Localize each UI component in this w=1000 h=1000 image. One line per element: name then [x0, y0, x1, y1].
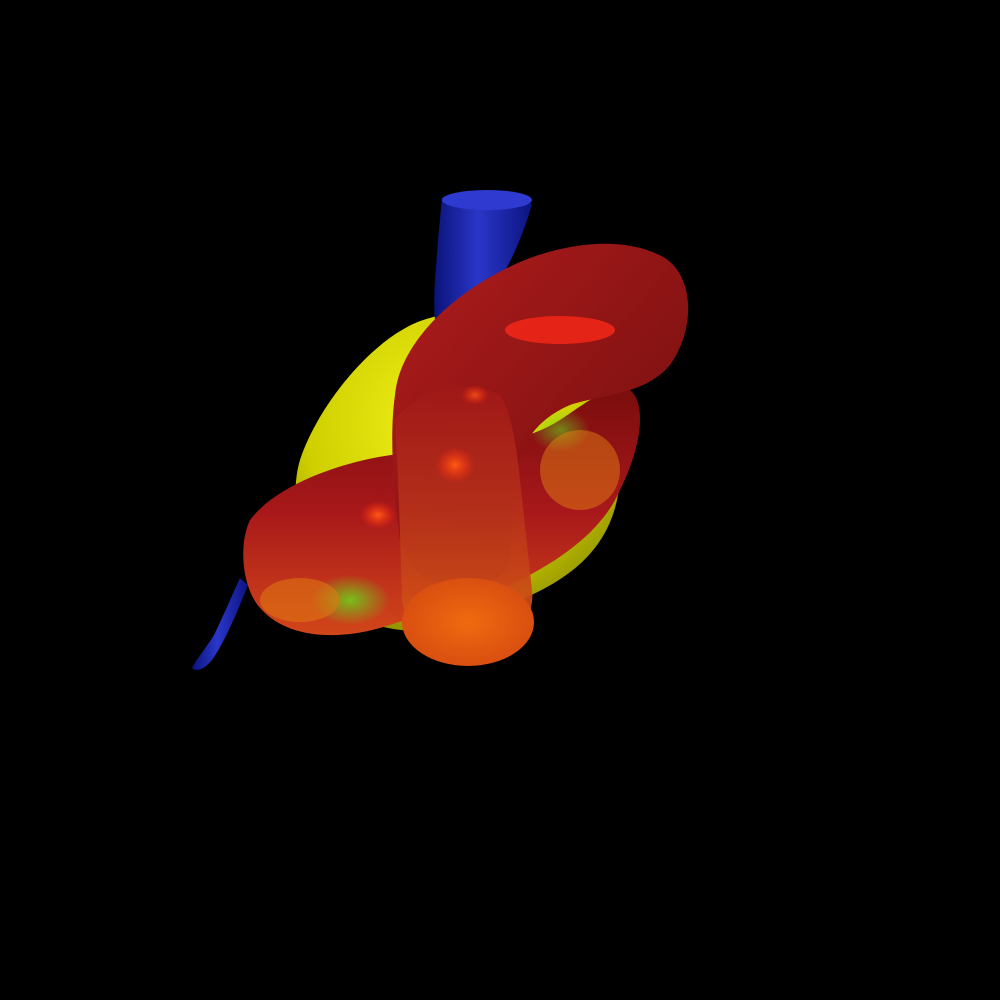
red-tube-descent [395, 387, 533, 643]
blue-vessel-opening [442, 190, 532, 210]
heat-spot-2 [435, 447, 475, 483]
red-tube-end-cap [402, 578, 534, 666]
blue-vessel-upper [434, 193, 532, 330]
heat-spot-3 [360, 501, 396, 529]
heat-spot-1 [505, 316, 615, 344]
heat-patch-orange-2 [540, 430, 620, 510]
blue-vessel-lower [192, 578, 248, 670]
heat-patch-orange [260, 578, 340, 622]
heat-spot-4 [461, 385, 489, 405]
